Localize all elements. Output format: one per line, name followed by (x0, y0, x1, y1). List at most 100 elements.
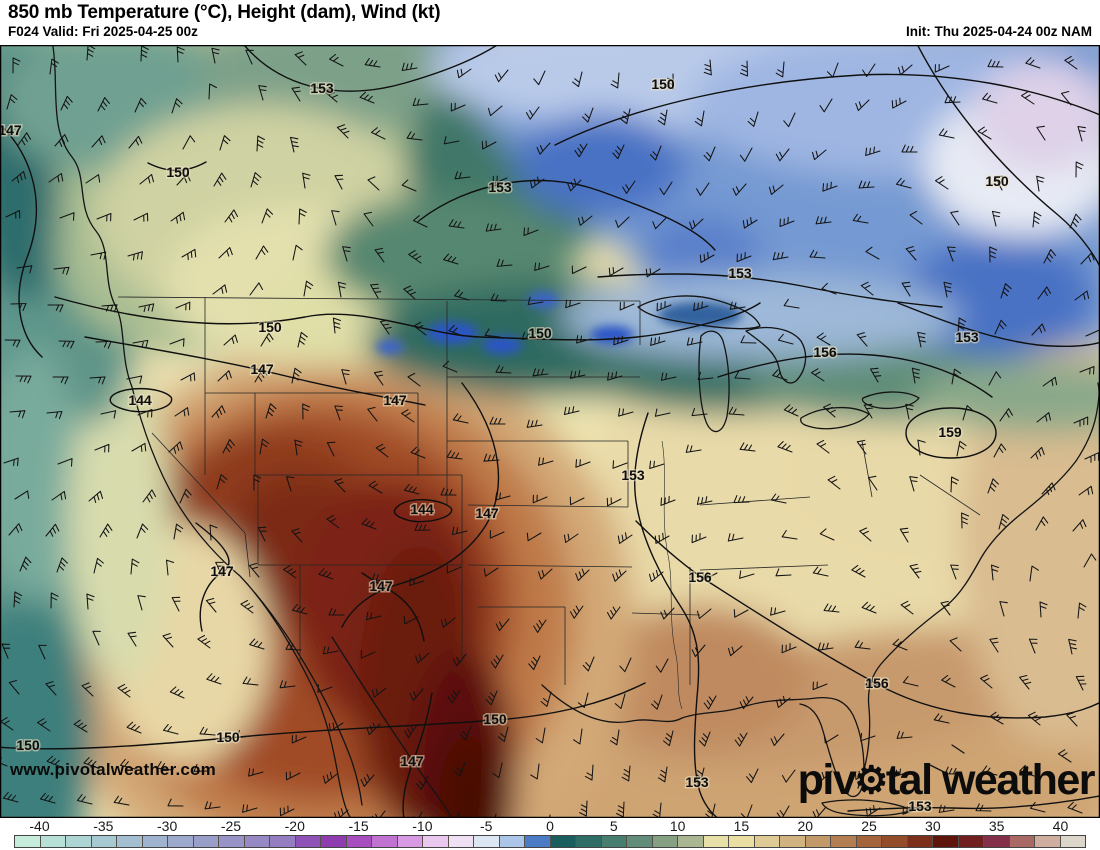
contour-label: 144 (410, 501, 434, 517)
colorbar-cell (499, 836, 525, 847)
colorbar-tick-label: -40 (29, 818, 50, 834)
colorbar-tick-label: -35 (93, 818, 114, 834)
colorbar-cell (168, 836, 194, 847)
colorbar-tick-label: 30 (925, 818, 941, 834)
weather-map: 147 153 150 150 150 153 153 150 150 147 147 144 144 1… (0, 45, 1100, 818)
contour-label: 153 (728, 265, 752, 281)
cuba-outline (821, 744, 965, 817)
colorbar-cell (219, 836, 245, 847)
colorbar-cell (907, 836, 933, 847)
colorbar-cell (193, 836, 219, 847)
colorbar-cell (984, 836, 1010, 847)
contour-label: 150 (166, 164, 190, 180)
colorbar-tick-label: 35 (988, 818, 1005, 834)
contour-label: 156 (813, 344, 837, 360)
contour-labels: 147 153 150 150 150 153 153 150 150 147 147 144 144 1… (0, 75, 1010, 816)
colorbar-cell (627, 836, 653, 847)
colorbar-cell (831, 836, 857, 847)
gear-icon: ⚙ (854, 760, 888, 802)
brand-suffix: tal weather (885, 756, 1096, 804)
colorbar-cell (142, 836, 168, 847)
colorbar-tick-label: 10 (669, 818, 686, 834)
contour-label: 159 (938, 424, 962, 440)
colorbar-cell (474, 836, 500, 847)
contour-label: 153 (621, 467, 645, 483)
colorbar-cell (117, 836, 143, 847)
colorbar-cell (703, 836, 729, 847)
colorbar (14, 835, 1086, 848)
colorbar-tick-label: 0 (546, 818, 554, 834)
colorbar-cell (601, 836, 627, 847)
contour-label: 150 (528, 325, 552, 341)
lake-erie (800, 406, 870, 430)
colorbar-tick-label: -10 (412, 818, 433, 834)
colorbar-cell (270, 836, 296, 847)
height-contours (0, 45, 1100, 818)
contour-label: 156 (865, 675, 889, 691)
colorbar-cell (397, 836, 423, 847)
page-title: 850 mb Temperature (°C), Height (dam), W… (8, 2, 441, 23)
contour-label: 150 (483, 711, 507, 727)
brand-prefix: piv (797, 756, 857, 804)
contour-label: 147 (400, 753, 424, 769)
colorbar-cell (958, 836, 984, 847)
colorbar-tick-label: -25 (220, 818, 242, 834)
colorbar-cell (1035, 836, 1061, 847)
map-header: 850 mb Temperature (°C), Height (dam), W… (0, 0, 1100, 45)
contour-label: 150 (985, 173, 1009, 189)
map-area: 147 153 150 150 150 153 153 150 150 147 147 144 144 1… (0, 45, 1100, 818)
colorbar-tick-label: -30 (157, 818, 178, 834)
colorbar-cell (295, 836, 321, 847)
colorbar-cell (729, 836, 755, 847)
watermark-url: www.pivotalweather.com (10, 760, 216, 779)
colorbar-cell (346, 836, 372, 847)
state-borders (117, 296, 981, 710)
forecast-valid-label: F024 Valid: Fri 2025-04-25 00z (8, 24, 198, 39)
lake-ontario (861, 391, 920, 409)
colorbar-cell (933, 836, 959, 847)
colorbar-legend: -40 -35 -30 -25 -20 -15 -10 -5 0 5 10 15 20 25 30 35 40 (0, 818, 1100, 850)
colorbar-tick-label: 40 (1052, 818, 1069, 834)
colorbar-cell (550, 836, 576, 847)
colorbar-cell (678, 836, 704, 847)
contour-label: 147 (369, 578, 393, 594)
pacific-coastline (52, 45, 351, 818)
lake-michigan (698, 330, 730, 433)
model-init-label: Init: Thu 2025-04-24 00z NAM (905, 24, 1092, 39)
colorbar-cell (856, 836, 882, 847)
lake-huron (745, 327, 807, 384)
colorbar-cell (805, 836, 831, 847)
colorbar-cell (652, 836, 678, 847)
colorbar-cell (1060, 836, 1085, 847)
colorbar-cell (66, 836, 92, 847)
wind-barbs (0, 45, 1100, 818)
colorbar-tick-label: 25 (861, 818, 877, 834)
atlantic-coastline (857, 382, 1100, 789)
contour-label: 153 (310, 80, 334, 96)
contour-label: 153 (685, 774, 709, 790)
colorbar-cell (1009, 836, 1035, 847)
contour-label: 147 (475, 505, 499, 521)
contour-label: 150 (16, 737, 40, 753)
temperature-shading (0, 45, 1100, 818)
contour-label: 144 (128, 392, 152, 408)
watermark-brand: piv ⚙ tal weather (797, 756, 1096, 804)
colorbar-cell (15, 836, 41, 847)
colorbar-cell (525, 836, 551, 847)
colorbar-cell (321, 836, 347, 847)
colorbar-cell (780, 836, 806, 847)
colorbar-cell (244, 836, 270, 847)
colorbar-tick-label: -15 (348, 818, 369, 834)
colorbar-cell (576, 836, 602, 847)
colorbar-tick-label: 20 (797, 818, 814, 834)
colorbar-cell (448, 836, 474, 847)
colorbar-cell (40, 836, 66, 847)
colorbar-tick-label: -5 (479, 818, 493, 834)
contour-label: 153 (908, 798, 932, 814)
colorbar-cell (91, 836, 117, 847)
colorbar-cell (372, 836, 398, 847)
contour-label: 150 (258, 319, 282, 335)
contour-label: 150 (216, 729, 240, 745)
colorbar-tick-label: 15 (733, 818, 750, 834)
